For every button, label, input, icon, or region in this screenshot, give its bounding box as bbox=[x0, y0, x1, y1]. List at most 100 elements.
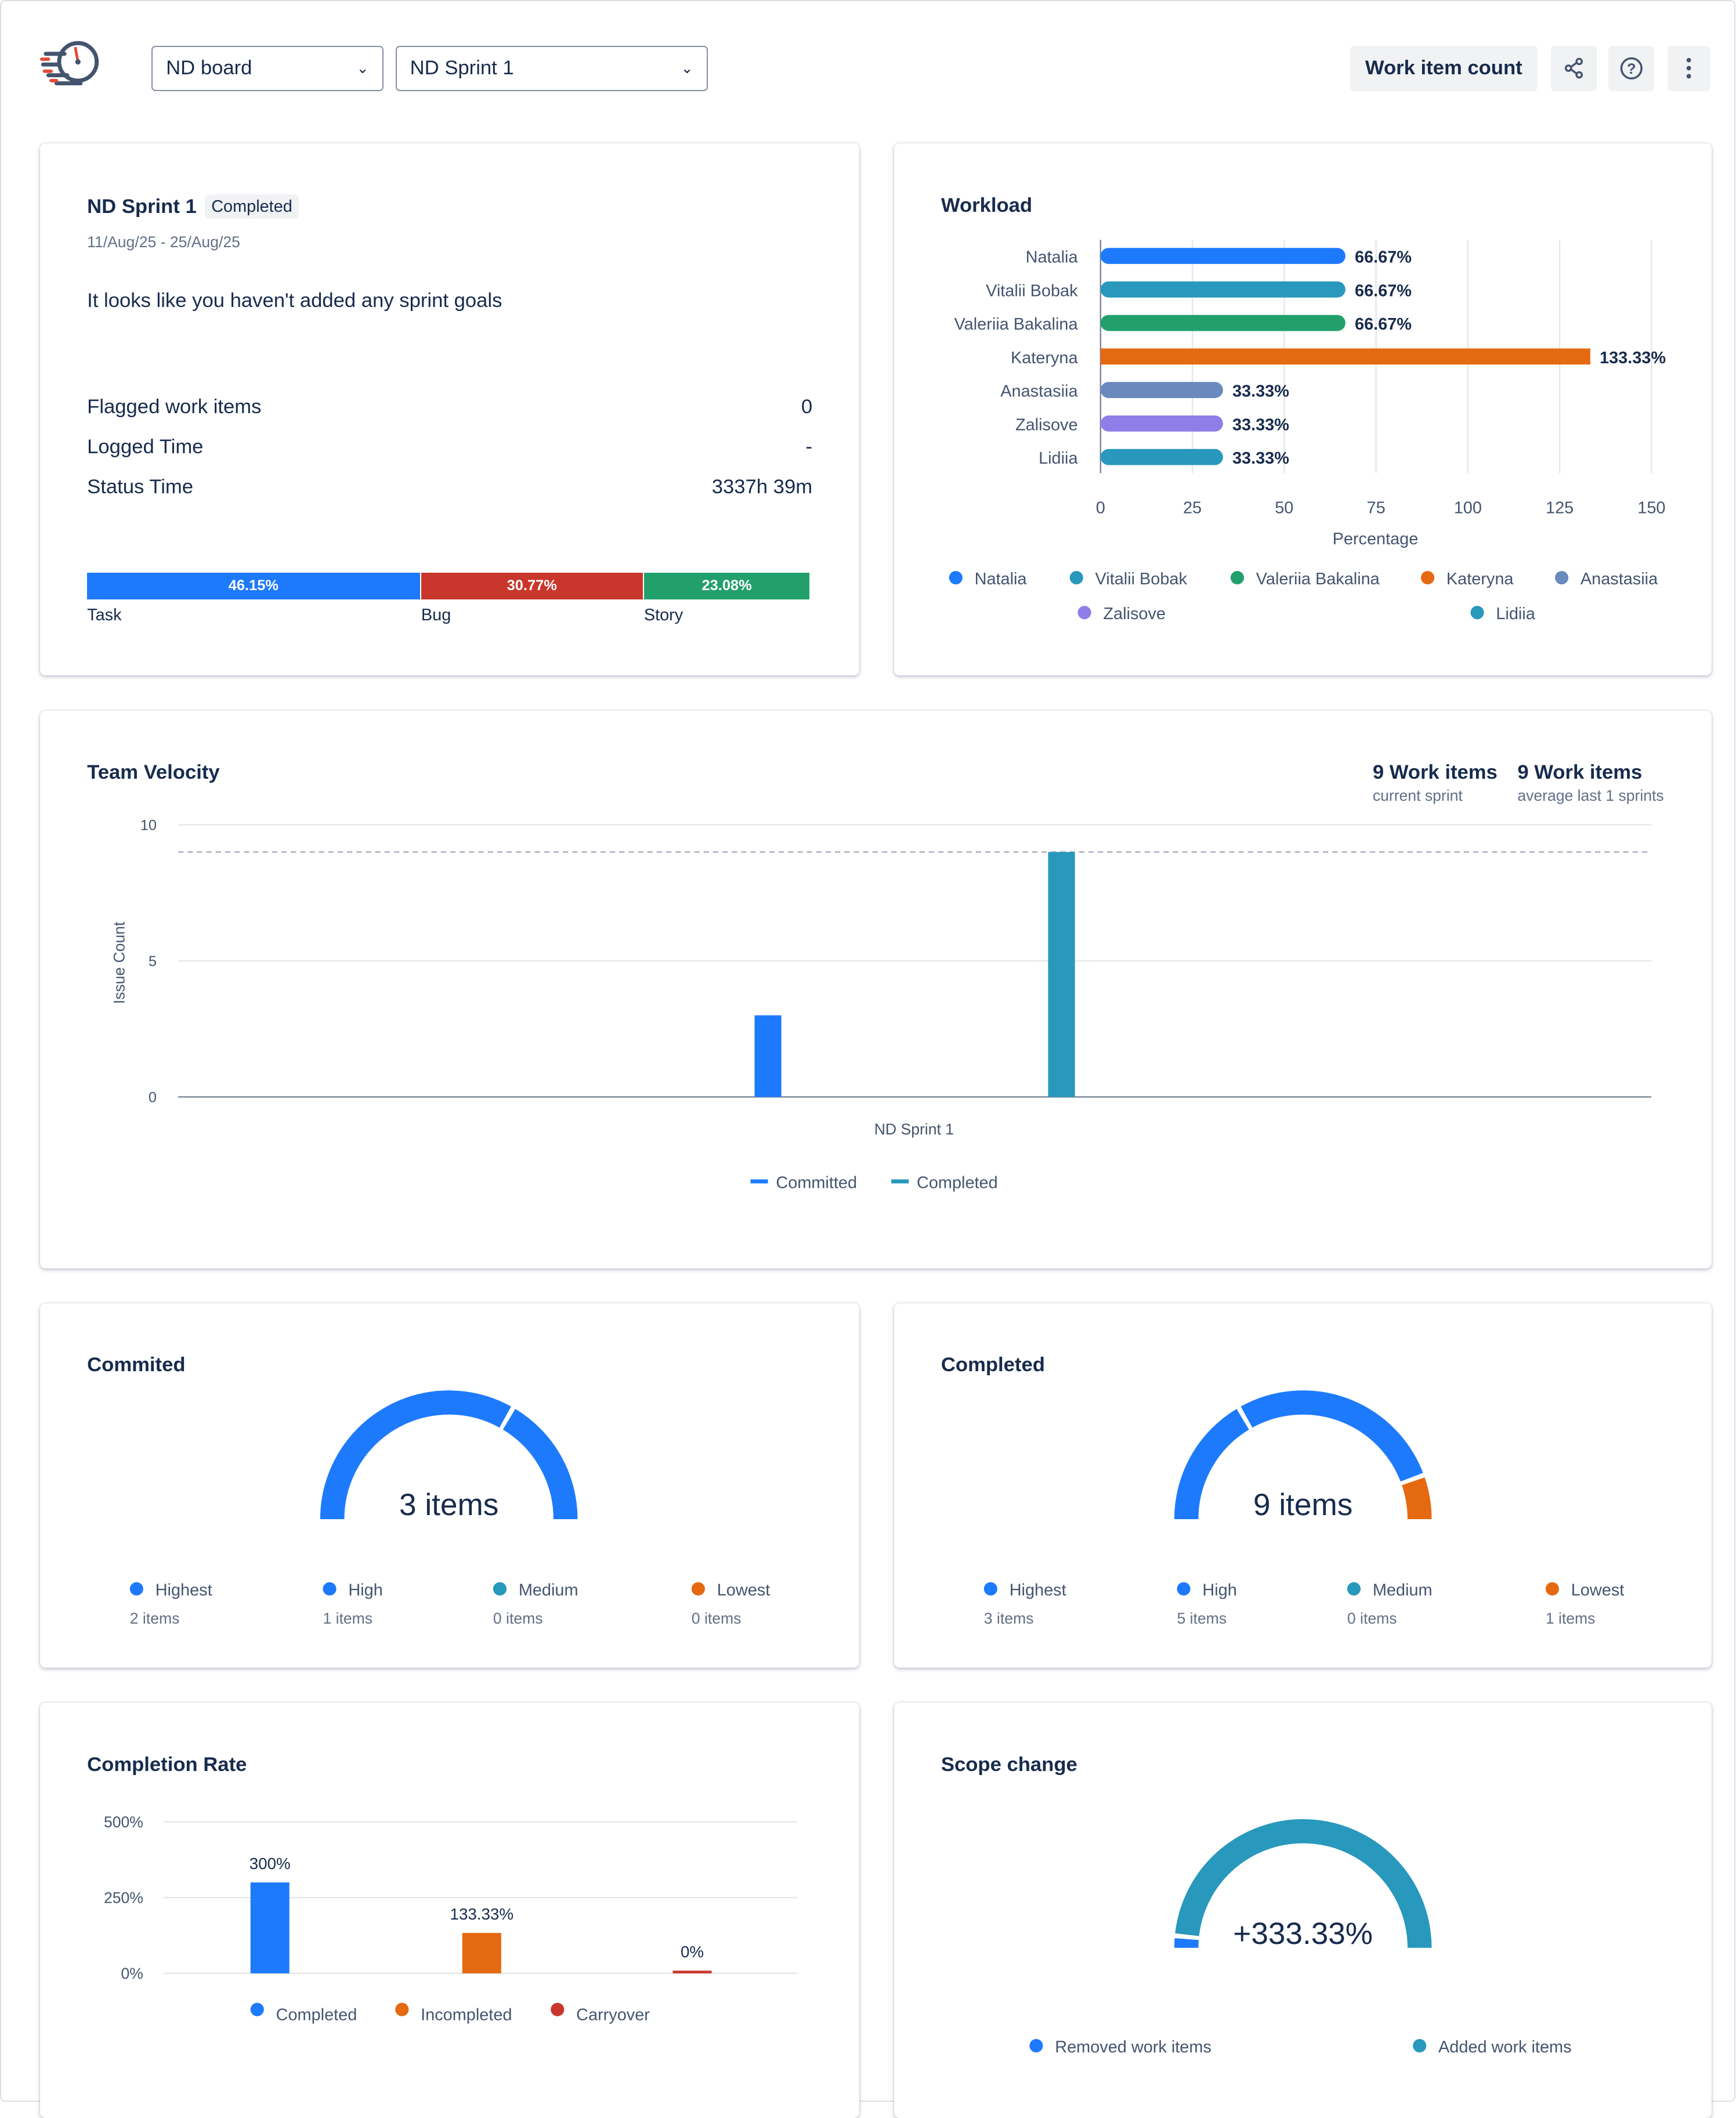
legend-caption: 0 items bbox=[493, 1610, 543, 1627]
stat-value: 3337h 39m bbox=[711, 476, 813, 498]
legend-label[interactable]: High bbox=[349, 1581, 383, 1599]
legend-caption: 0 items bbox=[692, 1610, 742, 1627]
gauge-segment bbox=[320, 1390, 512, 1519]
type-segment: 46.15% bbox=[87, 572, 420, 599]
completion-bar bbox=[251, 1882, 290, 1974]
scope-change-gauge: +333.33% Removed work items Added work ite… bbox=[1029, 1819, 1572, 2056]
work-type-breakdown: 46.15% Task 30.77% Bug 23.08% Story bbox=[87, 572, 811, 626]
bar-value-label: 300% bbox=[249, 1855, 291, 1873]
gauge-center-label: 9 items bbox=[1253, 1488, 1352, 1522]
legend-label[interactable]: Completed bbox=[276, 2006, 357, 2025]
stat-row: Flagged work items 0 bbox=[87, 396, 812, 418]
legend-label[interactable]: Vitalii Bobak bbox=[1095, 570, 1188, 588]
legend-dot bbox=[1545, 1582, 1559, 1596]
svg-text:?: ? bbox=[1627, 61, 1636, 77]
y-tick-label: 500% bbox=[104, 1813, 143, 1831]
sprint-goals-text: It looks like you haven't added any spri… bbox=[87, 290, 502, 312]
completed-gauge: 9 items Highest 3 items High 5 items Medium 0 … bbox=[983, 1390, 1625, 1627]
card-title: Commited bbox=[87, 1354, 186, 1376]
gauge-center-label: +333.33% bbox=[1233, 1917, 1373, 1951]
legend-label[interactable]: Lowest bbox=[1571, 1581, 1625, 1599]
board-select-value: ND board bbox=[166, 57, 252, 79]
chevron-down-icon: ⌄ bbox=[681, 60, 693, 77]
legend-dot bbox=[130, 1582, 144, 1596]
legend-label[interactable]: Highest bbox=[155, 1581, 212, 1599]
legend-label[interactable]: Kateryna bbox=[1446, 570, 1514, 588]
x-tick-label: 100 bbox=[1454, 499, 1482, 518]
summary-value: 9 Work items bbox=[1372, 761, 1498, 784]
card-title: Workload bbox=[941, 194, 1033, 216]
legend-dot bbox=[1347, 1582, 1361, 1596]
gauge-segment bbox=[1175, 1819, 1432, 1949]
legend-label[interactable]: Committed bbox=[776, 1173, 858, 1192]
gauge-center-label: 3 items bbox=[399, 1488, 498, 1522]
legend-label[interactable]: High bbox=[1202, 1581, 1236, 1599]
workload-bar bbox=[1100, 415, 1223, 432]
legend-dot bbox=[949, 571, 963, 585]
legend-label[interactable]: Anastasiia bbox=[1581, 570, 1658, 588]
gauge-segment bbox=[1174, 1408, 1250, 1520]
velocity-bar-committed bbox=[754, 1015, 782, 1097]
legend-caption: 1 items bbox=[323, 1610, 373, 1627]
legend-label[interactable]: Carryover bbox=[576, 2006, 650, 2025]
committed-card: Commited 3 items Highest 2 items High 1 item… bbox=[40, 1303, 859, 1668]
legend-label[interactable]: Medium bbox=[519, 1581, 578, 1599]
sprint-select[interactable]: ND Sprint 1 ⌄ bbox=[395, 45, 708, 92]
app-logo bbox=[39, 41, 99, 85]
work-item-count-button[interactable]: Work item count bbox=[1350, 45, 1538, 92]
legend-label[interactable]: Zalisove bbox=[1103, 605, 1166, 623]
y-axis-title: Issue Count bbox=[111, 921, 128, 1003]
velocity-card: Team Velocity 9 Work items current sprint… bbox=[40, 710, 1712, 1268]
bar-value-label: 33.33% bbox=[1232, 382, 1289, 401]
velocity-bar-completed bbox=[1048, 851, 1075, 1097]
share-icon bbox=[1564, 57, 1583, 79]
legend-caption: 1 items bbox=[1546, 1610, 1596, 1627]
bar-value-label: 66.67% bbox=[1355, 248, 1412, 267]
card-title: Team Velocity bbox=[87, 761, 220, 784]
gauge-segment bbox=[1402, 1477, 1432, 1520]
legend-label[interactable]: Added work items bbox=[1438, 2038, 1572, 2056]
type-segment: 30.77% bbox=[421, 572, 643, 599]
completion-bar bbox=[462, 1933, 502, 1974]
workload-bar bbox=[1100, 315, 1346, 331]
bar-value-label: 0% bbox=[681, 1943, 704, 1961]
legend-label[interactable]: Incompleted bbox=[421, 2006, 512, 2025]
legend-label[interactable]: Valeriia Bakalina bbox=[1256, 570, 1380, 588]
sprint-select-value: ND Sprint 1 bbox=[410, 57, 514, 79]
board-select[interactable]: ND board ⌄ bbox=[151, 45, 384, 92]
legend-label[interactable]: Natalia bbox=[975, 570, 1028, 588]
legend-label[interactable]: Lidiia bbox=[1496, 605, 1535, 623]
x-axis-title: Percentage bbox=[1333, 530, 1419, 548]
legend-label[interactable]: Medium bbox=[1373, 1581, 1433, 1599]
summary-caption: current sprint bbox=[1372, 786, 1463, 804]
legend-dot bbox=[1555, 571, 1569, 585]
completed-card: Completed 9 items Highest 3 items High 5 ite… bbox=[894, 1303, 1712, 1668]
legend-dot bbox=[1069, 571, 1083, 585]
legend-caption: 2 items bbox=[130, 1610, 180, 1627]
category-label: Anastasiia bbox=[1000, 382, 1078, 401]
share-button[interactable] bbox=[1551, 45, 1597, 92]
more-button[interactable] bbox=[1668, 45, 1711, 92]
legend-dot bbox=[251, 2003, 265, 2016]
workload-chart: 0 25 50 75 100 125 150 Natalia 66.67% Vitalii Bob… bbox=[949, 240, 1666, 623]
legend-dot bbox=[1177, 1582, 1191, 1596]
help-button[interactable]: ? bbox=[1608, 45, 1655, 92]
stat-value: 0 bbox=[801, 395, 813, 418]
stat-label: Logged Time bbox=[87, 435, 204, 458]
workload-bar bbox=[1100, 382, 1223, 399]
legend-label[interactable]: Lowest bbox=[717, 1581, 771, 1599]
legend-dot bbox=[323, 1582, 337, 1596]
workload-bar bbox=[1100, 248, 1346, 265]
legend-label[interactable]: Highest bbox=[1010, 1581, 1066, 1599]
y-tick-label: 0% bbox=[121, 1965, 143, 1982]
workload-bar bbox=[1100, 449, 1223, 465]
type-label: Task bbox=[87, 606, 122, 625]
legend-label[interactable]: Completed bbox=[917, 1173, 998, 1192]
stat-row: Status Time 3337h 39m bbox=[87, 476, 812, 498]
legend-label[interactable]: Removed work items bbox=[1055, 2038, 1211, 2056]
y-tick-label: 250% bbox=[104, 1889, 143, 1907]
legend-caption: 3 items bbox=[984, 1610, 1034, 1627]
bar-value-label: 133.33% bbox=[450, 1905, 513, 1923]
scope-change-card: Scope change +333.33% Removed work items A… bbox=[894, 1703, 1712, 2118]
